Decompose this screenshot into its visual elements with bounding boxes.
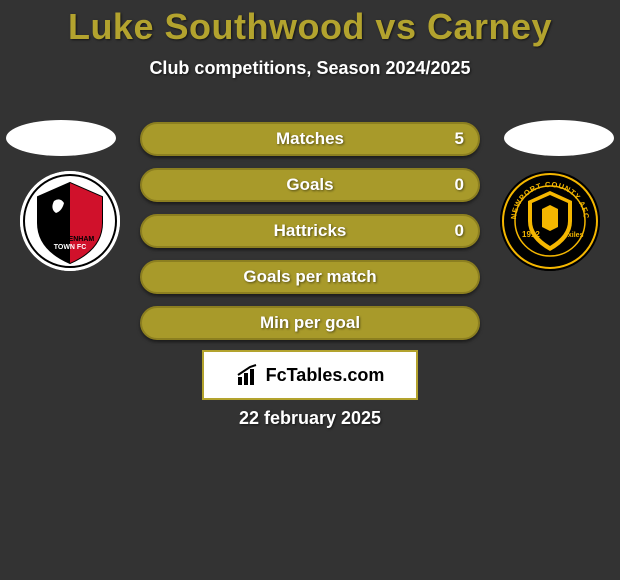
stat-label: Matches	[276, 129, 344, 149]
stat-row-goals: Goals 0	[140, 168, 480, 202]
svg-text:1912: 1912	[522, 230, 540, 239]
chart-icon	[236, 363, 260, 387]
brand-text: FcTables.com	[266, 365, 385, 386]
svg-text:CHELTENHAM: CHELTENHAM	[46, 236, 95, 243]
club-badge-right: NEWPORT COUNTY AFC 1912 exiles	[500, 171, 600, 271]
stat-row-hattricks: Hattricks 0	[140, 214, 480, 248]
subtitle: Club competitions, Season 2024/2025	[0, 58, 620, 79]
stat-right-value: 0	[455, 221, 464, 241]
player-right-ellipse	[504, 120, 614, 156]
stat-label: Goals per match	[243, 267, 376, 287]
stat-label: Goals	[286, 175, 333, 195]
cheltenham-badge-icon: CHELTENHAM TOWN FC	[20, 171, 120, 271]
stat-row-goals-per-match: Goals per match	[140, 260, 480, 294]
stat-right-value: 5	[455, 129, 464, 149]
stat-right-value: 0	[455, 175, 464, 195]
stat-label: Hattricks	[274, 221, 347, 241]
stats-container: Matches 5 Goals 0 Hattricks 0 Goals per …	[140, 122, 480, 352]
stat-row-matches: Matches 5	[140, 122, 480, 156]
date-text: 22 february 2025	[0, 408, 620, 429]
newport-badge-icon: NEWPORT COUNTY AFC 1912 exiles	[500, 171, 600, 271]
svg-text:exiles: exiles	[564, 232, 584, 239]
stat-label: Min per goal	[260, 313, 360, 333]
player-left-ellipse	[6, 120, 116, 156]
stat-row-min-per-goal: Min per goal	[140, 306, 480, 340]
svg-text:TOWN FC: TOWN FC	[54, 244, 87, 251]
club-badge-left: CHELTENHAM TOWN FC	[20, 171, 120, 271]
brand-box: FcTables.com	[202, 350, 418, 400]
page-title: Luke Southwood vs Carney	[0, 0, 620, 48]
